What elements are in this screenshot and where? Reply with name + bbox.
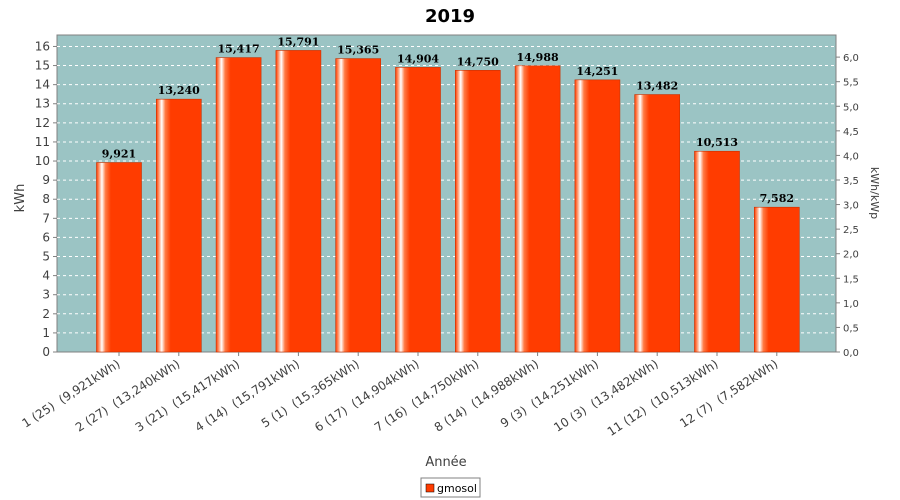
bar (156, 98, 202, 353)
y-tick-label: 11 (35, 135, 50, 149)
y-right-tick-label: 2,0 (843, 250, 859, 261)
y-tick-label: 6 (42, 230, 50, 244)
bar (514, 65, 561, 353)
y-tick-label: 3 (42, 288, 50, 302)
x-tick-label: 5 (1) (15,365kWh) (259, 357, 362, 431)
data-label: 15,417 (218, 43, 260, 56)
x-tick-label: 1 (25) (9,921kWh) (20, 357, 123, 431)
y-right-tick-label: 2,5 (843, 225, 859, 236)
x-tick-label: 12 (7) (7,582kWh) (677, 357, 780, 431)
x-tick-label: 7 (16) (14,750kWh) (372, 357, 482, 435)
bar (753, 206, 800, 353)
x-tick-label: 3 (21) (15,417kWh) (133, 357, 243, 435)
y-tick-label: 5 (42, 250, 50, 264)
data-label: 14,750 (457, 55, 499, 68)
y-tick-label: 15 (35, 59, 50, 73)
data-label: 10,513 (696, 136, 738, 149)
x-tick-label: 9 (3) (14,251kWh) (498, 357, 601, 431)
bar (215, 57, 262, 353)
y-right-tick-label: 1,0 (843, 299, 859, 310)
data-label: 9,921 (102, 148, 136, 161)
y-right-tick-label: 0,5 (843, 323, 859, 334)
data-label: 15,791 (277, 35, 319, 48)
x-tick-label: 6 (17) (14,904kWh) (312, 357, 422, 435)
bar (634, 94, 681, 353)
y-right-tick-label: 4,0 (843, 151, 859, 162)
x-tick-label: 11 (12) (10,513kWh) (605, 357, 721, 439)
chart-title: 2019 (425, 6, 475, 27)
x-tick-label: 2 (27) (13,240kWh) (73, 357, 183, 435)
legend: gmosol (420, 477, 481, 498)
x-axis-label: Année (425, 455, 466, 470)
bar (395, 67, 441, 353)
y-tick-label: 12 (35, 116, 50, 130)
data-label: 13,240 (158, 84, 200, 97)
legend-swatch (425, 483, 435, 493)
y-right-tick-label: 4,5 (843, 127, 859, 138)
bar (96, 162, 142, 353)
bar (574, 79, 621, 353)
y-tick-label: 14 (35, 78, 50, 92)
y-tick-label: 16 (35, 39, 50, 53)
y-right-tick-label: 0,0 (843, 348, 859, 359)
x-tick-label: 10 (3) (13,482kWh) (551, 357, 661, 435)
y-tick-label: 7 (42, 211, 50, 225)
data-label: 14,988 (517, 51, 559, 64)
y-tick-label: 0 (42, 345, 50, 359)
y-right-tick-label: 5,5 (843, 78, 859, 89)
data-label: 14,251 (576, 65, 618, 78)
y-tick-label: 13 (35, 97, 50, 111)
y-tick-label: 1 (42, 326, 50, 340)
bar (335, 58, 382, 353)
y-right-tick-label: 3,5 (843, 176, 859, 187)
bar (275, 50, 322, 353)
y-right-tick-label: 3,0 (843, 201, 859, 212)
data-label: 7,582 (760, 192, 794, 205)
data-label: 15,365 (337, 44, 379, 57)
bar (454, 70, 501, 353)
y-right-tick-label: 6,0 (843, 53, 859, 64)
y-tick-label: 4 (42, 269, 50, 283)
y-tick-label: 2 (42, 307, 50, 321)
x-tick-label: 4 (14) (15,791kWh) (193, 357, 303, 435)
y-tick-label: 9 (42, 173, 50, 187)
y-tick-label: 10 (35, 154, 50, 168)
y-axis-label: kWh (13, 184, 28, 213)
y-tick-label: 8 (42, 192, 50, 206)
legend-label: gmosol (437, 482, 477, 495)
data-label: 13,482 (636, 80, 678, 93)
y-axis-right-label: kWh/kWp (868, 167, 881, 219)
bar (694, 150, 740, 353)
data-label: 14,904 (397, 52, 439, 65)
y-right-tick-label: 5,0 (843, 102, 859, 113)
y-right-tick-label: 1,5 (843, 274, 859, 285)
x-tick-label: 8 (14) (14,988kWh) (432, 357, 542, 435)
